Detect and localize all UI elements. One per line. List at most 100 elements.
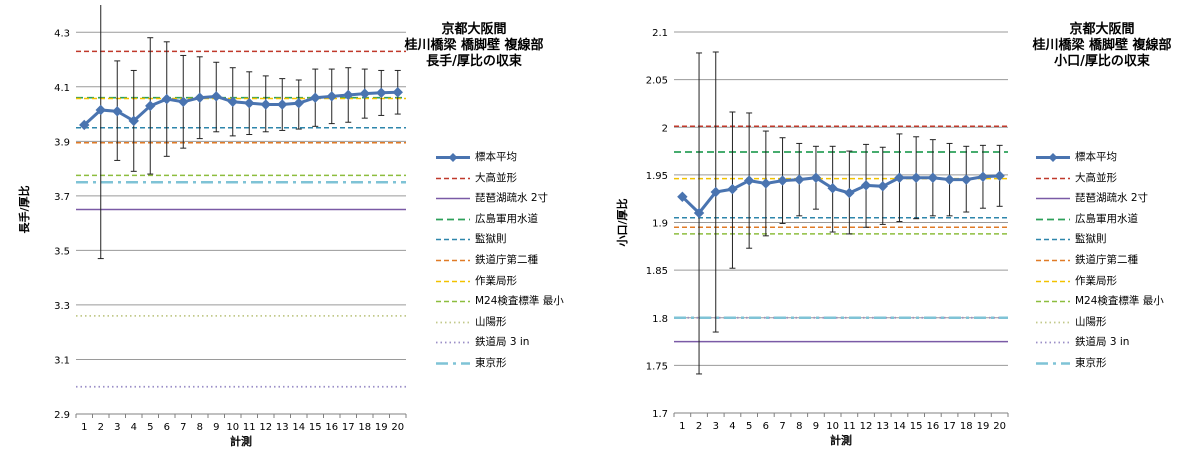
chart-right-ytick-label: 2 [662,123,668,134]
chart-right-data-point [961,174,972,185]
chart-right-xtick-label: 11 [843,421,856,432]
chart-left-data-point [227,96,238,108]
chart-right-ytick-label: 2.05 [646,76,668,87]
chart-left-legend-label: 大高並形 [475,171,517,184]
chart-left-data-point [79,119,90,131]
chart-left-legend-swatch [436,218,470,221]
chart-right-legend-label: 作業局形 [1075,274,1117,287]
chart-right-xtick-label: 18 [960,421,973,432]
chart-left-x-axis-title: 計測 [230,434,252,448]
chart-left-legend-swatch [436,197,470,200]
chart-right-data-point [777,175,788,186]
chart-left-xtick-label: 12 [259,422,272,433]
chart-left-xtick-label: 18 [358,422,371,433]
chart-left-data-point [128,115,139,127]
chart-left-legend-swatch [436,177,470,179]
chart-right-data-point [927,172,939,183]
chart-right-legend-swatch [1036,321,1070,324]
chart-left-legend-label: 鉄道庁第二種 [475,253,538,266]
chart-right-data-point [994,170,1005,182]
chart-left-xtick-label: 19 [375,422,388,433]
chart-left-legend-label: 琵琶湖疏水 2寸 [475,192,549,205]
chart-left-legend-label: 広島軍用水道 [475,212,538,225]
chart-right-xtick-label: 15 [910,421,923,432]
chart-right-legend-swatch [1036,177,1070,179]
chart-right-legend-label: 鉄道局 3 in [1075,336,1130,349]
chart-left-data-point [194,92,205,103]
chart-left-data-point [359,88,370,99]
chart-left-ytick-label: 4.3 [54,28,70,39]
chart-right-xtick-label: 5 [746,421,752,432]
chart-right-xtick-label: 17 [943,421,956,432]
chart-right-xtick-label: 10 [826,421,839,432]
chart-left-data-point [392,87,403,98]
chart-left-xtick-label: 10 [226,422,239,433]
chart-left-data-point [95,104,106,116]
chart-right-data-point [877,181,888,192]
chart-right-xtick-label: 3 [713,421,719,432]
chart-right-legend-swatch [1036,197,1070,200]
chart-left-xtick-label: 17 [342,422,355,433]
chart-left-data-point [178,96,189,108]
chart-left-legend-label: 作業局形 [475,274,517,287]
chart-left-xtick-label: 16 [325,422,338,433]
chart-right-ytick-label: 1.9 [652,219,668,230]
chart-left-ytick-label: 2.9 [54,410,70,421]
chart-right-legend-label: M24検査標準 最小 [1075,295,1164,308]
chart-left-xtick-label: 8 [197,422,203,433]
chart-right-title-line-1: 京都大阪間 [1069,22,1135,37]
chart-left-xtick-label: 9 [213,422,219,433]
chart-left-data-point [343,89,354,101]
chart-right-xtick-label: 4 [729,421,735,432]
chart-right-data-point [894,172,905,183]
chart-left-data-point [326,91,337,102]
chart-left-title-line-3: 長手/厚比の収束 [426,54,522,69]
chart-right-xtick-label: 14 [893,421,906,432]
chart-right-legend-swatch [1036,259,1070,262]
chart-right-data-point [794,174,805,185]
chart-left-ytick-label: 4.1 [54,83,70,94]
chart-left: 2.9 3.1 3.3 3.5 3.7 3.9 4.1 4.3 1 2 3 4 5 6 7 8 9 10 11 12 1… [17,5,574,448]
chart-right-y-axis-title: 小口/厚比 [615,198,629,247]
chart-right-data-point [743,175,755,186]
chart-right-xtick-label: 9 [813,421,819,432]
chart-left-data-point [277,99,288,110]
chart-right-xtick-label: 12 [860,421,873,432]
chart-right-legend-swatch [1036,239,1070,241]
chart-right-legend-label: 山陽形 [1075,315,1107,328]
chart-left-ytick-label: 3.7 [54,192,70,203]
chart-right-data-point [677,191,688,202]
chart-right-xtick-label: 6 [763,421,769,432]
chart-left-title-line-2: 桂川橋梁 橋脚壁 複線部 [404,38,544,53]
chart-left-xtick-label: 20 [391,422,404,433]
chart-right-data-point [810,172,822,183]
chart-right-legend-label: 琵琶湖疏水 2寸 [1075,192,1149,205]
chart-right-ytick-label: 1.75 [646,361,668,372]
chart-right-title-line-3: 小口/厚比の収束 [1054,54,1150,69]
chart-right-legend-swatch [1036,218,1070,221]
chart-right-ytick-label: 1.95 [646,171,668,182]
chart-left-title: 京都大阪間 桂川橋梁 橋脚壁 複線部 長手/厚比の収束 [374,22,574,70]
chart-left-xtick-label: 5 [147,422,153,433]
chart-left-data-point [161,93,172,105]
chart-right-data-point [844,187,855,199]
chart-right-legend-label: 大高並形 [1075,171,1117,184]
chart-left-xtick-label: 6 [164,422,170,433]
chart-right-title-line-2: 桂川橋梁 橋脚壁 複線部 [1032,38,1172,53]
chart-right-xtick-label: 13 [876,421,889,432]
chart-right-data-point [977,171,989,182]
chart-right-legend-swatch [1036,300,1070,303]
chart-right-data-point [760,178,772,189]
chart-left-legend-label: M24検査標準 最小 [475,295,564,308]
chart-right-legend-swatch [1036,362,1070,365]
chart-left-plot: 2.93.13.33.53.73.94.14.31 2 3 4 5 6 7 8 9 10 11 12 1… [17,5,407,448]
chart-left-xtick-label: 14 [292,422,305,433]
chart-right-title: 京都大阪間 桂川橋梁 橋脚壁 複線部 小口/厚比の収束 [1002,22,1200,70]
chart-left-legend-swatch [436,321,470,324]
chart-right-xtick-label: 8 [796,421,802,432]
chart-left-legend-swatch [436,259,470,262]
chart-left-xtick-label: 1 [81,422,87,433]
chart-left-legend-swatch [436,300,470,303]
chart-right-data-point [710,186,721,198]
chart-left-legend-swatch [436,362,470,365]
